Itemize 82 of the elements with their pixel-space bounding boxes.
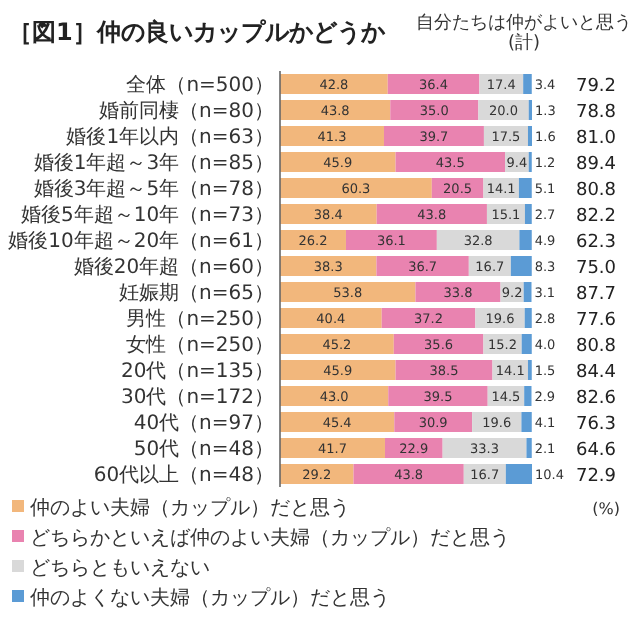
legend-label: どちらともいえない — [30, 558, 210, 580]
text: 62.3 — [575, 233, 617, 253]
bar — [387, 74, 480, 94]
y-tick-label: 婚後3年超～5年（n=78） — [33, 177, 274, 201]
bar — [521, 412, 532, 432]
y-tick-label: 女性（n=250） — [126, 333, 274, 357]
bar — [442, 438, 527, 458]
text: 89.4 — [575, 155, 617, 175]
bar — [280, 178, 432, 198]
y-tick-label: 40代（n=97） — [133, 413, 274, 435]
y-tick-label: 30代（n=172） — [120, 387, 274, 409]
bar — [280, 308, 382, 328]
bar — [526, 438, 532, 458]
bar — [519, 230, 532, 250]
y-tick-label: 男性（n=250） — [126, 307, 274, 331]
text: 64.6 — [575, 441, 617, 461]
bar — [524, 386, 532, 406]
bar — [390, 100, 479, 120]
text: 72.9 — [575, 467, 617, 487]
bar — [524, 308, 532, 328]
bar — [353, 464, 464, 484]
bar — [381, 308, 476, 328]
text: 87.7 — [575, 285, 617, 305]
bar — [280, 256, 377, 276]
bar — [393, 334, 484, 354]
text: 82.6 — [575, 389, 617, 409]
text: 81.0 — [575, 129, 617, 149]
bar — [394, 412, 473, 432]
y-tick-label: 婚後20年超（n=60） — [73, 255, 274, 279]
y-tick-label: 婚後10年超～20年（n=61） — [8, 229, 274, 253]
bar — [395, 360, 493, 380]
chart-title: ［図1］仲の良いカップルかどうか — [8, 18, 387, 46]
bar — [415, 282, 501, 302]
text: 80.8 — [575, 337, 617, 357]
text: 82.2 — [575, 207, 617, 227]
bar — [388, 386, 488, 406]
bar — [395, 152, 506, 172]
bar — [383, 126, 484, 146]
bar — [280, 334, 394, 354]
bar — [280, 464, 354, 484]
bar — [280, 74, 388, 94]
bar — [280, 412, 395, 432]
bar — [436, 230, 520, 250]
text: 76.3 — [575, 415, 617, 435]
text: 77.6 — [575, 311, 617, 331]
bar — [280, 100, 391, 120]
bar — [280, 152, 396, 172]
y-tick-label: 20代（n=135） — [120, 361, 274, 383]
y-tick-label: 婚後5年超～10年（n=73） — [20, 203, 274, 227]
bar — [345, 230, 437, 250]
text: 79.2 — [575, 77, 617, 97]
bar — [280, 386, 389, 406]
legend-label: 仲のよくない夫婦（カップル）だと思う — [30, 586, 390, 610]
text: 78.8 — [575, 103, 617, 123]
text: 84.4 — [575, 363, 617, 383]
bar — [524, 204, 532, 224]
text: 75.0 — [575, 259, 617, 279]
bar — [505, 464, 532, 484]
y-tick-label: 60代以上（n=48） — [93, 463, 274, 487]
bar — [376, 256, 469, 276]
bar — [280, 126, 384, 146]
bar — [376, 204, 487, 224]
text: 80.8 — [575, 181, 617, 201]
bar — [280, 204, 377, 224]
bar — [523, 282, 532, 302]
bar — [280, 360, 396, 380]
y-tick-label: 婚後1年超～3年（n=85） — [33, 151, 274, 175]
text: (%) — [592, 500, 620, 518]
legend-label: どちらかといえば仲のよい夫婦（カップル）だと思う — [30, 526, 510, 550]
legend-label: 仲のよい夫婦（カップル）だと思う — [30, 496, 350, 520]
bar — [523, 74, 532, 94]
y-tick-label: 婚前同棲（n=80） — [99, 99, 274, 123]
bar — [280, 282, 416, 302]
bar — [521, 334, 532, 354]
bar — [518, 178, 532, 198]
bar — [510, 256, 532, 276]
y-tick-label: 50代（n=48） — [133, 439, 274, 461]
y-tick-label: 婚後1年以内（n=63） — [66, 125, 274, 149]
bar — [280, 438, 385, 458]
y-tick-label: 妊娠期（n=65） — [119, 281, 274, 305]
y-tick-label: 全体（n=500） — [126, 73, 274, 97]
text: 自分たちは仲がよいと思う(計) — [416, 12, 632, 54]
